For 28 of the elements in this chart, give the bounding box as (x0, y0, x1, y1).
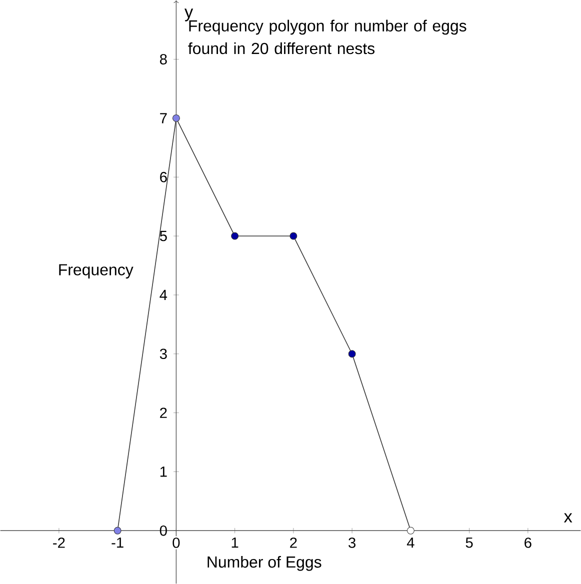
y-tick-label: 5 (160, 230, 167, 242)
x-tick-label: -1 (112, 538, 124, 548)
x-tick-label: 1 (232, 538, 238, 548)
y-tick-label: 6 (160, 172, 167, 182)
y-tick-label: 1 (160, 466, 167, 477)
point (348, 350, 356, 358)
point (114, 526, 122, 534)
point (172, 114, 180, 122)
point (231, 232, 239, 240)
point (290, 232, 298, 240)
x-axis-title: Number of Eggs (208, 556, 322, 571)
y-tick-label: 2 (160, 408, 167, 418)
x-tick-label: 5 (466, 538, 473, 548)
x-tick-label: -2 (53, 538, 65, 548)
y-tick-label: 8 (160, 54, 167, 64)
annotation: x (564, 513, 572, 522)
x-tick-label: 4 (406, 538, 414, 548)
x-tick-label: 0 (172, 538, 180, 548)
y-tick-label: 3 (160, 348, 167, 360)
y-tick-label: 7 (160, 113, 167, 124)
x-tick-label: 2 (290, 538, 297, 548)
x-tick-label: 6 (524, 538, 532, 548)
y-tick-label: 4 (160, 290, 168, 300)
annotation: y (184, 8, 194, 22)
text: Frequency polygon for number of eggs found in 20 different nests (188, 20, 466, 54)
x-tick-label: 3 (348, 538, 356, 548)
point (406, 526, 414, 534)
y-axis-title: Frequency (59, 264, 134, 279)
